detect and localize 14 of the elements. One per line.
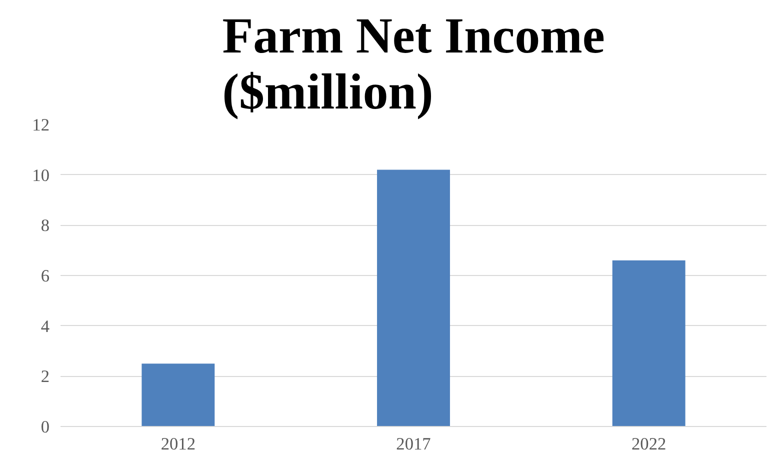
x-tick-label: 2012 <box>160 434 196 454</box>
bar <box>377 170 450 426</box>
y-tick-label: 4 <box>40 316 50 336</box>
y-tick-label: 0 <box>40 418 50 436</box>
y-tick-label: 8 <box>40 216 50 236</box>
y-tick-label: 10 <box>32 166 50 185</box>
y-tick-label: 12 <box>32 116 50 134</box>
x-tick-label: 2022 <box>632 434 666 454</box>
y-tick-label: 6 <box>40 266 50 286</box>
x-tick-label: 2017 <box>396 434 432 454</box>
bar <box>142 364 215 426</box>
chart-title: Farm Net Income ($million) <box>222 8 605 120</box>
bar <box>612 260 686 426</box>
y-tick-label: 2 <box>40 367 50 386</box>
